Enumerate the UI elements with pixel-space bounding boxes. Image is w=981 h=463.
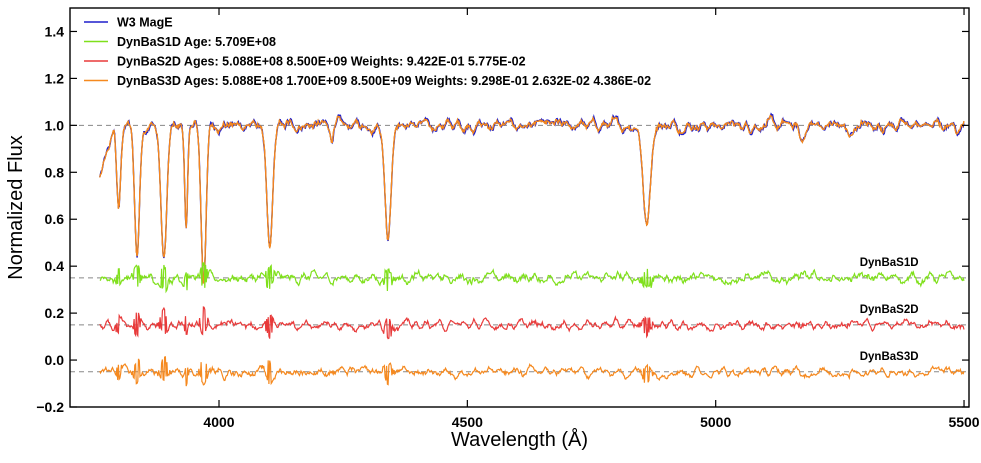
y-tick-label-6: 1.0 (45, 117, 65, 133)
y-tick-label-2: 0.2 (45, 305, 65, 321)
residual-label-2: DynBaS3D (860, 351, 919, 363)
plot-frame (69, 7, 970, 408)
residual-label-1: DynBaS2D (860, 304, 919, 316)
x-tick-label-1: 4500 (452, 414, 483, 430)
legend: W3 MagE DynBaS1D Age: 5.709E+08 DynBaS2D A… (84, 16, 651, 88)
x-tick-label-2: 5000 (700, 414, 731, 430)
y-tick-label-3: 0.4 (45, 258, 65, 274)
y-tick-label-8: 1.4 (45, 23, 65, 39)
y-tick-label-4: 0.6 (45, 211, 65, 227)
y-tick-label-0: −0.2 (36, 399, 64, 415)
ticks-layer: 4000 4500 5000 5500 −0.2 0.0 0.2 0.4 0.6 0.8 1.0 1.… (36, 8, 980, 430)
residual-line-1 (99, 306, 965, 340)
series-line-3 (99, 114, 965, 285)
x-axis-title: Wavelength (Å) (451, 428, 588, 451)
legend-label-0: W3 MagE (117, 16, 173, 30)
y-tick-label-7: 1.2 (45, 70, 65, 86)
x-tick-label-3: 5500 (948, 414, 979, 430)
y-tick-label-1: 0.0 (45, 352, 65, 368)
x-tick-label-0: 4000 (203, 414, 234, 430)
y-tick-label-5: 0.8 (45, 164, 65, 180)
legend-label-3: DynBaS3D Ages: 5.088E+08 1.700E+09 8.500… (117, 74, 651, 88)
residual-line-0 (99, 262, 965, 294)
residual-label-0: DynBaS1D (860, 257, 919, 269)
legend-label-1: DynBaS1D Age: 5.709E+08 (117, 35, 276, 49)
legend-label-2: DynBaS2D Ages: 5.088E+08 8.500E+09 Weigh… (117, 55, 526, 69)
plot-layer (70, 112, 969, 387)
annotation-layer: DynBaS1D DynBaS2D DynBaS3D (860, 257, 919, 363)
y-axis-title: Normalized Flux (5, 135, 27, 279)
residual-line-2 (99, 356, 965, 387)
